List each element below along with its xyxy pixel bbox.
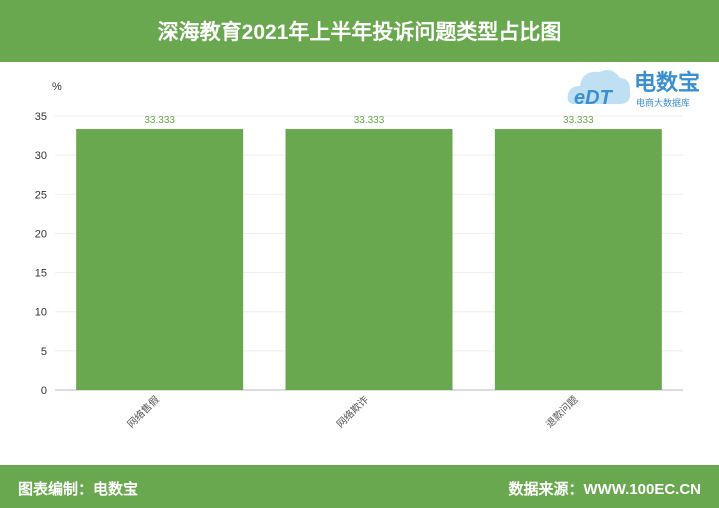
- footer: 图表编制：电数宝 数据来源：WWW.100EC.CN: [0, 465, 719, 508]
- x-tick-label: 网络售假: [124, 393, 161, 430]
- y-tick-label: 35: [35, 111, 47, 123]
- y-tick-label: 15: [35, 268, 47, 280]
- footer-source: 数据来源：WWW.100EC.CN: [508, 481, 701, 498]
- logo-cloud-icon: eDT 电数宝 电商大数据库: [567, 70, 700, 109]
- bar: [285, 129, 453, 390]
- data-label: 33.333: [144, 115, 175, 126]
- y-tick-label: 20: [35, 228, 47, 240]
- bar: [76, 129, 244, 390]
- chart-title: 深海教育2021年上半年投诉问题类型占比图: [157, 21, 562, 44]
- data-label: 33.333: [563, 115, 594, 126]
- logo: eDT 电数宝 电商大数据库: [566, 62, 716, 112]
- logo-text: 电数宝: [634, 70, 700, 95]
- logo-mark: eDT: [574, 87, 614, 109]
- chart-title-bar: 深海教育2021年上半年投诉问题类型占比图: [0, 0, 719, 62]
- footer-credit: 图表编制：电数宝: [18, 481, 139, 498]
- x-tick-label: 退款问题: [543, 393, 580, 430]
- y-tick-label: 25: [35, 189, 47, 201]
- logo-subtext: 电商大数据库: [636, 97, 690, 108]
- bar-chart: % 0 5 10 15 20 25 30 35 33.333 网络售假 33.333 网络欺诈 33.3…: [35, 81, 683, 430]
- y-axis-label: %: [52, 81, 62, 93]
- bar: [494, 129, 662, 390]
- y-tick-label: 0: [41, 385, 47, 397]
- y-tick-label: 30: [35, 150, 47, 162]
- x-tick-label: 网络欺诈: [334, 393, 371, 430]
- data-label: 33.333: [354, 115, 385, 126]
- y-tick-label: 10: [35, 307, 47, 319]
- y-tick-label: 5: [41, 346, 47, 358]
